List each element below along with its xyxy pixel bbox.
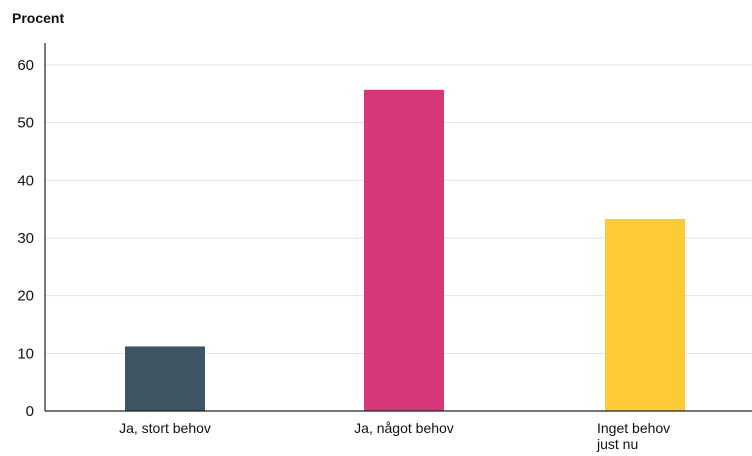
bar: [125, 346, 205, 411]
y-tick-label: 40: [17, 172, 34, 189]
x-category-label-line: just nu: [596, 436, 638, 452]
y-tick-label: 0: [26, 403, 34, 420]
x-axis-labels: Ja, stort behov Ja, något behov Inget beho…: [119, 420, 670, 452]
bar: [364, 89, 444, 412]
x-category-label: Inget behov just nu: [596, 420, 670, 452]
y-tick-label: 50: [17, 115, 34, 132]
y-tick-label: 20: [17, 288, 34, 305]
x-category-label: Ja, stort behov: [119, 420, 211, 436]
bars-group: [125, 89, 685, 412]
y-tick-label: 10: [17, 345, 34, 362]
bar: [605, 218, 685, 411]
y-tick-label: 60: [17, 57, 34, 74]
x-category-label-line: Inget behov: [597, 420, 670, 436]
y-axis-ticks: 0 10 20 30 40 50 60: [17, 57, 34, 420]
y-tick-label: 30: [17, 230, 34, 247]
y-axis-title: Procent: [12, 10, 64, 26]
x-category-label: Ja, något behov: [354, 420, 454, 436]
